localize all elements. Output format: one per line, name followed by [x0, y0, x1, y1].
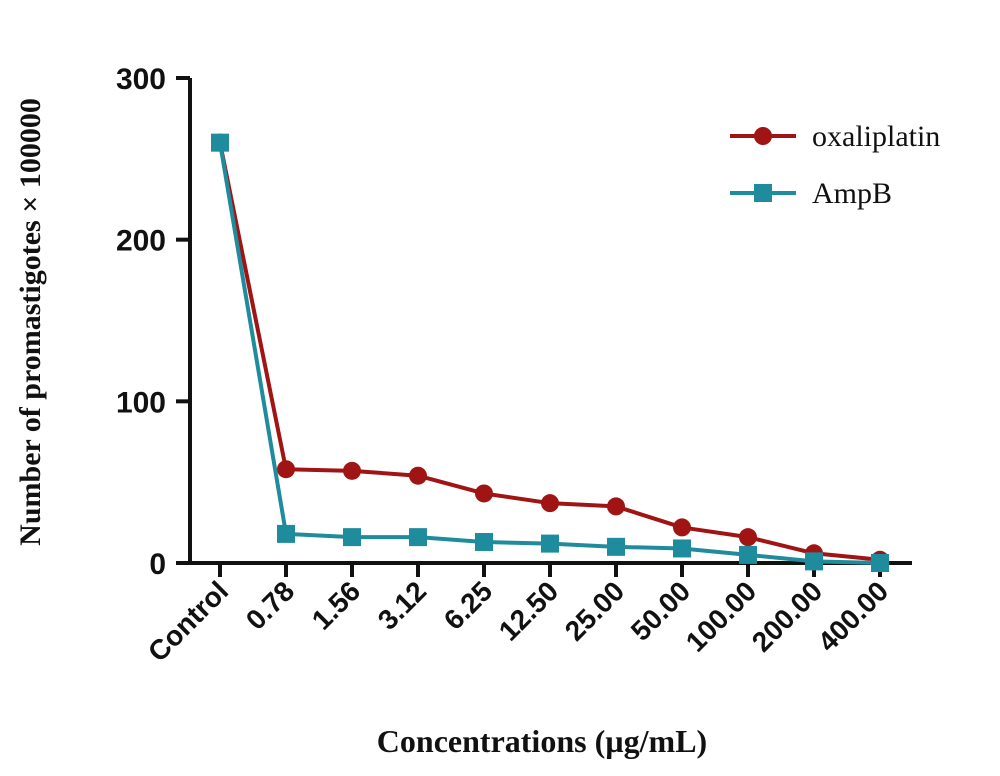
y-tick-label: 100	[116, 386, 166, 419]
series-AmpB	[211, 133, 889, 572]
legend-marker	[754, 184, 772, 202]
series-oxaliplatin	[211, 133, 889, 569]
data-point	[541, 494, 559, 513]
legend-marker	[754, 127, 772, 145]
data-point	[871, 554, 889, 572]
x-ticks: Control 0.78 1.56 3.12 6.2512.5025.0050.0010…	[142, 563, 894, 668]
y-tick-label: 0	[149, 548, 166, 581]
data-point	[277, 524, 295, 543]
legend-label: AmpB	[812, 177, 892, 210]
series-layer	[211, 133, 889, 572]
legend: oxaliplatin AmpB	[730, 120, 940, 210]
data-point	[277, 460, 295, 479]
data-point	[475, 532, 493, 551]
data-point	[475, 484, 493, 503]
data-point	[343, 528, 361, 547]
y-ticks: 0 100 200 300	[116, 63, 190, 581]
x-tick-label: 400.00	[812, 575, 894, 657]
data-point	[673, 518, 691, 537]
legend-item: AmpB	[730, 177, 892, 210]
legend-item: oxaliplatin	[730, 120, 940, 153]
data-point	[409, 528, 427, 547]
y-tick-label: 200	[116, 225, 166, 258]
x-tick-label: 100.00	[680, 575, 762, 657]
data-point	[409, 466, 427, 485]
x-tick-label: 0.78	[240, 575, 300, 635]
data-point	[607, 497, 625, 516]
data-point	[541, 534, 559, 553]
y-tick-label: 300	[116, 63, 166, 96]
x-tick-label: Control	[142, 575, 234, 667]
data-point	[673, 539, 691, 558]
y-axis-title: Number of promastigotes × 100000	[14, 98, 47, 546]
x-tick-label: 6.25	[438, 575, 498, 635]
x-tick-label: 25.00	[559, 575, 630, 646]
x-tick-label: 200.00	[746, 575, 828, 657]
x-tick-label: 3.12	[372, 575, 432, 635]
data-point	[343, 461, 361, 480]
x-tick-label: 12.50	[493, 575, 564, 646]
data-point	[805, 552, 823, 571]
data-point	[607, 537, 625, 556]
x-tick-label: 1.56	[306, 575, 366, 635]
x-axis-title: Concentrations (µg/mL)	[377, 723, 707, 759]
legend-label: oxaliplatin	[812, 120, 940, 153]
data-point	[739, 545, 757, 564]
data-point	[739, 528, 757, 547]
data-point	[211, 133, 229, 152]
